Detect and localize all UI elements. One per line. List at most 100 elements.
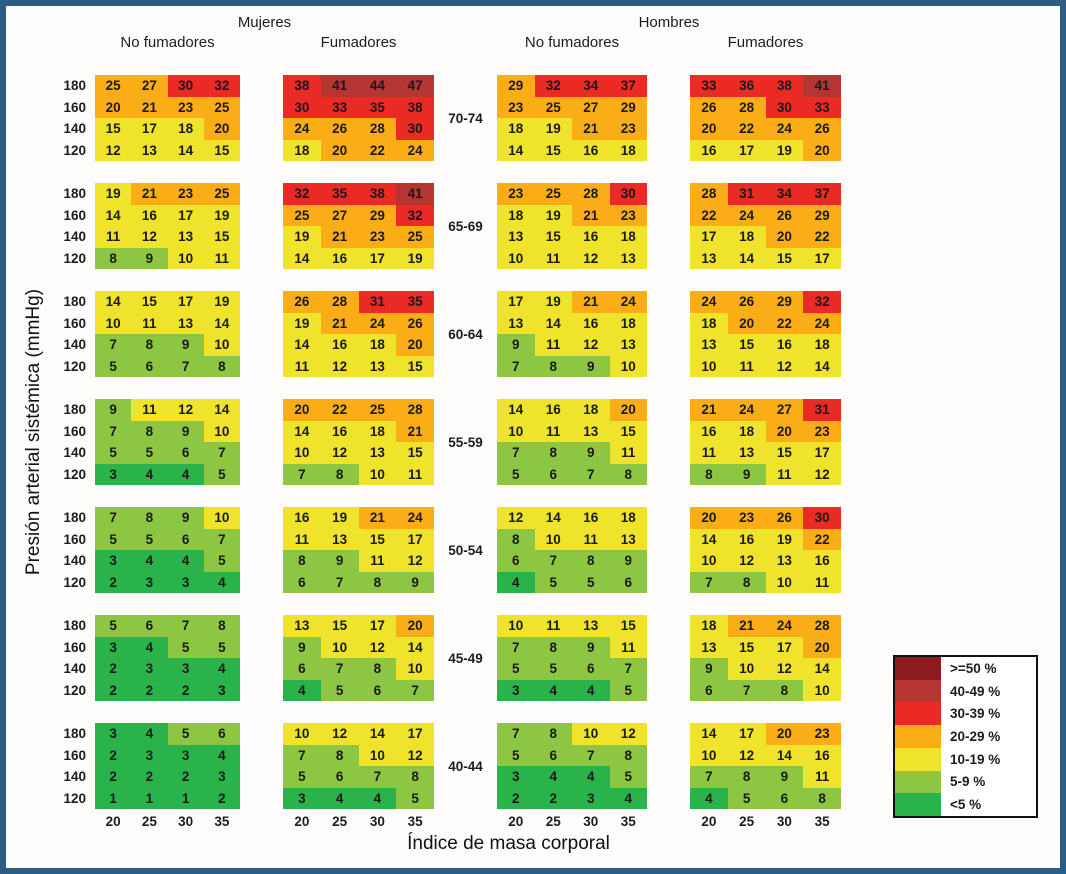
risk-cell: 7 (690, 766, 728, 788)
risk-cell: 23 (727, 507, 766, 529)
risk-cell: 20 (95, 96, 132, 118)
legend-label: 20-29 % (950, 729, 1001, 745)
risk-cell: 18 (358, 420, 397, 442)
risk-cell: 8 (131, 507, 168, 529)
risk-cell: 1 (95, 787, 132, 809)
risk-cell: 20 (690, 118, 728, 140)
risk-cell: 9 (572, 355, 610, 377)
risk-cell: 4 (572, 679, 610, 701)
risk-cell: 1 (167, 787, 204, 809)
risk-cell: 5 (497, 463, 535, 485)
risk-cell: 32 (203, 75, 240, 97)
risk-cell: 11 (95, 226, 132, 248)
risk-cell: 6 (534, 744, 572, 766)
risk-cell: 9 (95, 399, 132, 421)
risk-cell: 11 (803, 766, 841, 788)
risk-cell: 17 (167, 291, 204, 313)
risk-cell: 20 (320, 139, 359, 161)
risk-cell: 23 (803, 420, 841, 442)
risk-cell: 10 (95, 312, 132, 334)
risk-cell: 30 (803, 507, 841, 529)
risk-cell: 15 (95, 118, 132, 140)
risk-cell: 12 (727, 744, 766, 766)
risk-cell: 14 (534, 507, 572, 529)
risk-cell: 8 (283, 550, 321, 572)
risk-cell: 10 (497, 420, 535, 442)
risk-cell: 19 (534, 118, 572, 140)
bmi-tick-label: 25 (545, 813, 561, 829)
panel-50-54-hombres_fumadores: 20 23 26 30 14 16 19 22 10 12 13 16 7 8 10 11 (690, 507, 841, 593)
risk-cell: 25 (203, 183, 240, 205)
panel-gap (647, 291, 690, 377)
age-group-label: 65-69 (448, 218, 483, 234)
panel-65-69-hombres_no_fumadores: 23 25 28 30 18 19 21 23 13 15 16 18 10 11 12 13 (497, 183, 647, 269)
risk-cell: 7 (203, 442, 240, 464)
risk-cell: 21 (320, 226, 359, 248)
risk-cell: 16 (283, 507, 321, 529)
bp-tick-label: 180 (63, 294, 86, 310)
bp-tick-label: 140 (63, 337, 86, 353)
risk-cell: 6 (167, 528, 204, 550)
legend-color-swatch (895, 793, 941, 817)
panel-60-64-hombres_fumadores: 24 26 29 32 18 20 22 24 13 15 16 18 10 11 12 14 (690, 291, 841, 377)
risk-cell: 4 (358, 787, 397, 809)
risk-cell: 15 (765, 442, 804, 464)
risk-cell: 18 (609, 312, 647, 334)
risk-cell: 30 (167, 75, 204, 97)
legend-label: <5 % (950, 797, 982, 813)
risk-cell: 10 (283, 723, 321, 745)
risk-cell: 26 (803, 118, 841, 140)
risk-cell: 15 (534, 139, 572, 161)
panel-55-59-hombres_fumadores: 21 24 27 31 16 18 20 23 11 13 15 17 8 9 11 12 (690, 399, 841, 485)
risk-cell: 8 (358, 658, 397, 680)
risk-cell: 5 (131, 442, 168, 464)
risk-cell: 18 (497, 204, 535, 226)
risk-cell: 10 (690, 744, 728, 766)
legend-color-swatch (895, 702, 941, 726)
risk-cell: 27 (320, 204, 359, 226)
risk-cell: 10 (358, 744, 397, 766)
risk-cell: 19 (320, 507, 359, 529)
risk-cell: 26 (727, 291, 766, 313)
risk-cell: 16 (131, 204, 168, 226)
panel-gap (240, 75, 283, 161)
risk-cell: 4 (497, 571, 535, 593)
risk-cell: 13 (283, 615, 321, 637)
risk-cell: 3 (95, 463, 132, 485)
age-group-label: 45-49 (448, 650, 483, 666)
risk-cell: 28 (727, 96, 766, 118)
risk-cell: 25 (203, 96, 240, 118)
risk-cell: 16 (320, 247, 359, 269)
risk-cell: 7 (320, 658, 359, 680)
risk-cell: 19 (396, 247, 434, 269)
age-group-label: 50-54 (448, 542, 483, 558)
risk-cell: 17 (358, 615, 397, 637)
panel-40-44-hombres_fumadores: 14 17 20 23 10 12 14 16 7 8 9 11 4 5 6 8 (690, 723, 841, 809)
panel-40-44-hombres_no_fumadores: 7 8 10 12 5 6 7 8 3 4 4 5 2 2 3 4 (497, 723, 647, 809)
risk-cell: 11 (396, 463, 434, 485)
bp-tick-label: 140 (63, 121, 86, 137)
risk-cell: 11 (283, 528, 321, 550)
bp-tick-label: 180 (63, 510, 86, 526)
risk-cell: 4 (534, 766, 572, 788)
risk-cell: 14 (283, 420, 321, 442)
risk-cell: 7 (283, 463, 321, 485)
risk-cell: 23 (609, 204, 647, 226)
risk-cell: 2 (95, 766, 132, 788)
risk-cell: 14 (283, 247, 321, 269)
risk-cell: 14 (203, 312, 240, 334)
risk-cell: 5 (283, 766, 321, 788)
risk-cell: 3 (497, 766, 535, 788)
risk-cell: 10 (803, 679, 841, 701)
risk-cell: 35 (320, 183, 359, 205)
bp-tick-column: 180 160 140 120 (56, 615, 95, 701)
bmi-tick-group: 20 25 30 35 (497, 811, 647, 831)
risk-cell: 3 (131, 571, 168, 593)
risk-cell: 20 (765, 420, 804, 442)
panel-50-54-mujeres_no_fumadores: 7 8 9 10 5 5 6 7 3 4 4 5 2 3 3 4 (95, 507, 240, 593)
panel-70-74-mujeres_no_fumadores: 25 27 30 32 20 21 23 25 15 17 18 20 12 13 14 15 (95, 75, 240, 161)
risk-cell: 21 (131, 183, 168, 205)
risk-cell: 6 (131, 355, 168, 377)
risk-cell: 15 (727, 636, 766, 658)
risk-cell: 17 (765, 636, 804, 658)
